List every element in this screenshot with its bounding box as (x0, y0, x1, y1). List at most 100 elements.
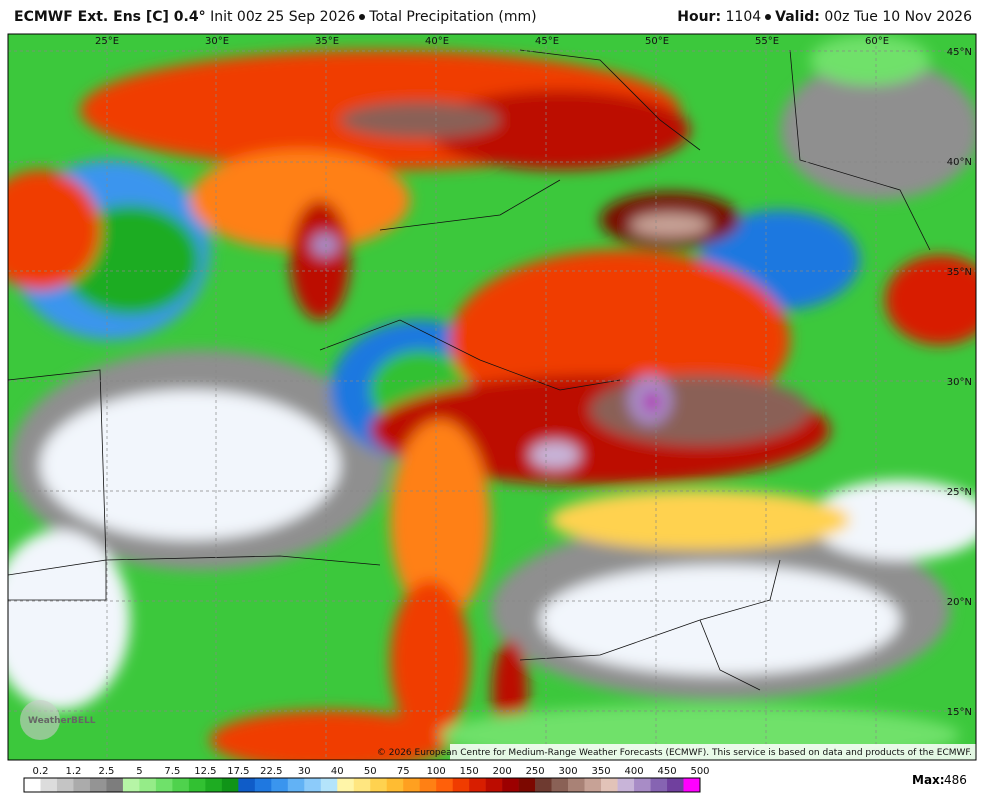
lon-label: 30°E (205, 36, 229, 47)
legend-swatch (254, 778, 272, 792)
legend-swatch (568, 778, 585, 792)
legend-swatch (436, 778, 453, 792)
legend-label: 200 (493, 766, 512, 777)
separator (765, 14, 772, 20)
legend-swatch (304, 778, 322, 792)
lon-labels: 25°E 30°E 35°E 40°E 45°E 50°E 55°E 60°E (95, 36, 889, 47)
legend-swatch (403, 778, 421, 792)
legend-swatch (89, 778, 107, 792)
hour-label: Hour: (677, 9, 722, 25)
legend-swatch (188, 778, 206, 792)
lon-label: 45°E (535, 36, 559, 47)
legend-swatch (650, 778, 668, 792)
lat-label: 35°N (947, 267, 972, 278)
legend-swatch (56, 778, 74, 792)
legend-swatch (73, 778, 91, 792)
lat-label: 45°N (947, 47, 972, 58)
legend-swatch (155, 778, 173, 792)
borders (8, 49, 931, 691)
legend-swatch (122, 778, 140, 792)
legend-swatch (469, 778, 486, 792)
model: ECMWF Ext. Ens [C] 0.4° (14, 9, 206, 25)
legend-swatch (221, 778, 239, 792)
legend-label: 50 (364, 766, 377, 777)
legend-label: 250 (526, 766, 545, 777)
legend-swatch (683, 778, 701, 792)
legend-swatch (617, 778, 635, 792)
legend-swatch (287, 778, 305, 792)
lon-label: 25°E (95, 36, 119, 47)
lat-label: 40°N (947, 157, 972, 168)
lat-label: 25°N (947, 487, 972, 498)
legend-swatch (452, 778, 470, 792)
legend-swatch (419, 778, 437, 792)
max-label: Max: (912, 773, 945, 787)
legend-label: 5 (136, 766, 142, 777)
legend-swatch (667, 778, 684, 792)
valid: 00z Tue 10 Nov 2026 (824, 9, 972, 25)
legend-swatch (551, 778, 569, 792)
legend-swatch (106, 778, 124, 792)
legend-label: 100 (427, 766, 446, 777)
max-value: 486 (944, 773, 967, 787)
legend-swatch (40, 778, 58, 792)
legend-swatch (337, 778, 355, 792)
precip-field: © 2026 European Centre for Medium-Range … (8, 34, 976, 760)
legend-swatch (320, 778, 338, 792)
legend-label: 400 (625, 766, 644, 777)
legend-label: 7.5 (164, 766, 180, 777)
legend-frame (23, 777, 701, 793)
legend-label: 450 (657, 766, 676, 777)
header-left: ECMWF Ext. Ens [C] 0.4° Init 00z 25 Sep … (14, 9, 537, 25)
legend-label: 350 (592, 766, 611, 777)
legend-label: 1.2 (66, 766, 82, 777)
graticule (8, 34, 976, 760)
legend-label: 75 (397, 766, 410, 777)
legend-label: 17.5 (227, 766, 249, 777)
lat-labels: 45°N 40°N 35°N 30°N 25°N 20°N 15°N (947, 47, 972, 718)
lon-label: 35°E (315, 36, 339, 47)
legend-swatch (139, 778, 157, 792)
legend-swatch (601, 778, 618, 792)
lon-label: 40°E (425, 36, 449, 47)
copyright: © 2026 European Centre for Medium-Range … (377, 748, 972, 758)
hour: 1104 (725, 9, 762, 25)
legend-swatch (535, 778, 552, 792)
legend-label: 22.5 (260, 766, 282, 777)
legend-label: 150 (460, 766, 479, 777)
legend-label: 300 (559, 766, 578, 777)
lat-label: 15°N (947, 707, 972, 718)
legend-label: 12.5 (194, 766, 216, 777)
legend-swatch (370, 778, 388, 792)
legend-swatch (172, 778, 190, 792)
legend-label: 30 (298, 766, 311, 777)
legend-swatch (24, 778, 41, 792)
valid-label: Valid: (775, 9, 820, 25)
legend-swatch (634, 778, 651, 792)
legend-label: 500 (690, 766, 709, 777)
init: Init 00z 25 Sep 2026 (210, 9, 356, 25)
lat-label: 20°N (947, 597, 972, 608)
legend-swatch (353, 778, 371, 792)
legend: 0.2 1.2 2.5 5 7.5 12.5 17.5 22.5 30 40 50 75 100 150 2… (23, 766, 710, 793)
logo: WeatherBELL (28, 716, 96, 726)
legend-swatch (502, 778, 519, 792)
legend-label: 0.2 (33, 766, 49, 777)
lon-label: 55°E (755, 36, 779, 47)
legend-swatch (386, 778, 404, 792)
field: Total Precipitation (mm) (369, 9, 537, 25)
separator (359, 14, 366, 20)
legend-swatch (238, 778, 256, 792)
legend-swatch (271, 778, 289, 792)
lat-label: 30°N (947, 377, 972, 388)
header-right: Hour: 1104 Valid: 00z Tue 10 Nov 2026 (677, 9, 972, 25)
legend-label: 2.5 (98, 766, 114, 777)
lon-label: 50°E (645, 36, 669, 47)
legend-swatch (205, 778, 223, 792)
legend-swatch (518, 778, 536, 792)
legend-swatch (584, 778, 602, 792)
legend-label: 40 (331, 766, 344, 777)
legend-swatch (485, 778, 503, 792)
